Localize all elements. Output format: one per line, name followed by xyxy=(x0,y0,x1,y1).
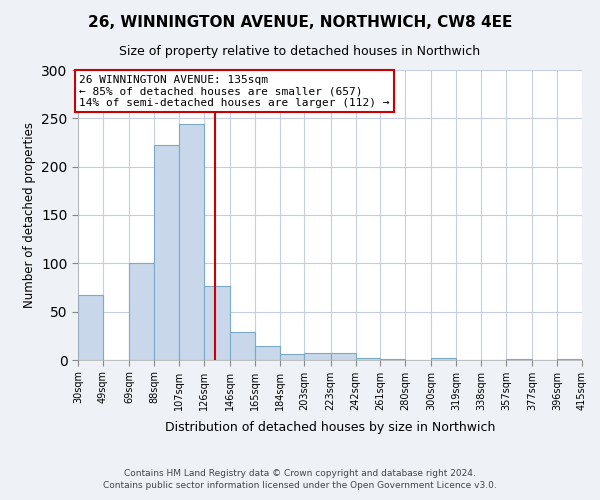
Text: 26 WINNINGTON AVENUE: 135sqm
← 85% of detached houses are smaller (657)
14% of s: 26 WINNINGTON AVENUE: 135sqm ← 85% of de… xyxy=(79,75,390,108)
Text: 26, WINNINGTON AVENUE, NORTHWICH, CW8 4EE: 26, WINNINGTON AVENUE, NORTHWICH, CW8 4E… xyxy=(88,15,512,30)
Bar xyxy=(129,264,154,360)
Bar xyxy=(154,146,179,360)
Text: Size of property relative to detached houses in Northwich: Size of property relative to detached ho… xyxy=(119,45,481,58)
Bar xyxy=(255,346,280,360)
Y-axis label: Number of detached properties: Number of detached properties xyxy=(23,122,35,308)
Bar xyxy=(203,286,230,360)
Bar xyxy=(380,359,405,360)
Bar xyxy=(356,358,380,360)
Bar xyxy=(506,359,532,360)
Bar xyxy=(304,353,331,360)
Bar xyxy=(557,359,582,360)
X-axis label: Distribution of detached houses by size in Northwich: Distribution of detached houses by size … xyxy=(165,421,495,434)
Text: Contains HM Land Registry data © Crown copyright and database right 2024.
Contai: Contains HM Land Registry data © Crown c… xyxy=(103,468,497,490)
Bar xyxy=(280,354,304,360)
Bar xyxy=(78,295,103,360)
Bar xyxy=(331,353,356,360)
Bar xyxy=(230,332,255,360)
Bar xyxy=(431,358,457,360)
Bar xyxy=(179,124,203,360)
